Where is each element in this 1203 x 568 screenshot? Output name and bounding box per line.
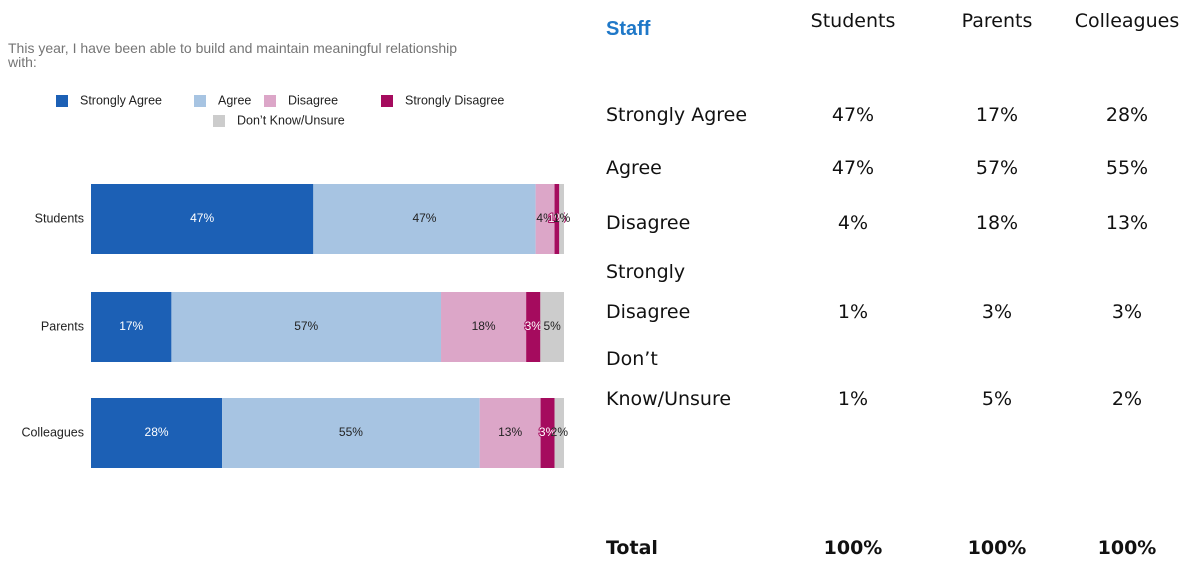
row-label: Don’t Know/Unsure	[606, 348, 732, 410]
table-cell: 13%	[1105, 212, 1149, 234]
data-label: 3%	[539, 425, 557, 439]
bar-segment	[91, 398, 223, 468]
legend-label: Strongly Agree	[80, 93, 162, 107]
table-cell: 57%	[975, 157, 1019, 179]
legend-label: Strongly Disagree	[405, 93, 504, 107]
table-cell: 5%	[981, 388, 1013, 410]
table-row: Strongly Disagree 1% 3% 3%	[606, 252, 1203, 332]
column-header: Parents	[961, 10, 1033, 32]
bar-segment	[171, 292, 442, 362]
row-label: Agree	[606, 157, 662, 179]
legend-swatch	[194, 95, 206, 107]
row-label: Disagree	[606, 212, 691, 234]
bar-segment	[540, 292, 564, 362]
data-label: 17%	[119, 319, 143, 333]
data-label: 3%	[525, 319, 543, 333]
table-cell: 100%	[1097, 537, 1157, 559]
table-cell: 47%	[831, 104, 875, 126]
legend-label: Don’t Know/Unsure	[237, 113, 345, 127]
bar-segment	[559, 184, 564, 254]
data-label: 47%	[190, 211, 214, 225]
y-tick-label: Colleagues	[21, 425, 84, 439]
table-cell: 28%	[1105, 104, 1149, 126]
data-label: 47%	[412, 211, 436, 225]
legend-label: Disagree	[288, 93, 338, 107]
bar-segment	[526, 292, 541, 362]
legend-swatch	[381, 95, 393, 107]
table-cell: 47%	[831, 157, 875, 179]
table-row: Disagree 4% 18% 13%	[606, 163, 1203, 243]
bar-segment	[313, 184, 536, 254]
data-label: 28%	[145, 425, 169, 439]
data-label: 1%	[553, 211, 571, 225]
table-cell: 2%	[1111, 388, 1143, 410]
data-label: 4%	[536, 211, 554, 225]
legend-label: Agree	[218, 93, 251, 107]
data-label: 13%	[498, 425, 522, 439]
legend-swatch	[56, 95, 68, 107]
table-cell: 55%	[1105, 157, 1149, 179]
bar-segment	[222, 398, 480, 468]
total-row: Total 100% 100% 100%	[606, 488, 1203, 568]
bar-segment	[441, 292, 527, 362]
table-cell: 100%	[967, 537, 1027, 559]
table-row: Strongly Agree 47% 17% 28%	[606, 55, 1203, 135]
table-row: Agree 47% 57% 55%	[606, 108, 1203, 188]
column-header: Students	[810, 10, 896, 32]
bar-segment	[554, 398, 564, 468]
bar-segment	[535, 184, 555, 254]
column-header: Colleagues	[1074, 10, 1180, 32]
table-cell: 100%	[823, 537, 883, 559]
chart: This year, I have been able to build and…	[7, 40, 571, 468]
bar-segment	[554, 184, 560, 254]
data-label: 5%	[544, 319, 562, 333]
table-title: Staff	[606, 18, 651, 40]
table-cell: 17%	[975, 104, 1019, 126]
bar-segment	[91, 184, 314, 254]
legend-swatch	[213, 115, 225, 127]
legend-swatch	[264, 95, 276, 107]
table-cell: 1%	[837, 388, 869, 410]
table-cell: 3%	[1111, 301, 1143, 323]
row-label: Strongly Disagree	[606, 261, 691, 323]
row-label: Strongly Agree	[606, 104, 748, 126]
chart-title: This year, I have been able to build and…	[7, 40, 457, 70]
bar-segment	[540, 398, 555, 468]
data-label: 18%	[472, 319, 496, 333]
data-label: 55%	[339, 425, 363, 439]
bar-segment	[479, 398, 541, 468]
table-cell: 3%	[981, 301, 1013, 323]
data-label: 57%	[294, 319, 318, 333]
table-cell: 18%	[975, 212, 1019, 234]
table-cell: 4%	[837, 212, 869, 234]
bar-segment	[91, 292, 172, 362]
data-label: 2%	[551, 425, 569, 439]
table-row: Don’t Know/Unsure 1% 5% 2%	[606, 339, 1203, 419]
y-tick-label: Parents	[41, 319, 84, 333]
table-cell: 1%	[837, 301, 869, 323]
row-label: Total	[606, 537, 658, 559]
y-tick-label: Students	[35, 211, 84, 225]
